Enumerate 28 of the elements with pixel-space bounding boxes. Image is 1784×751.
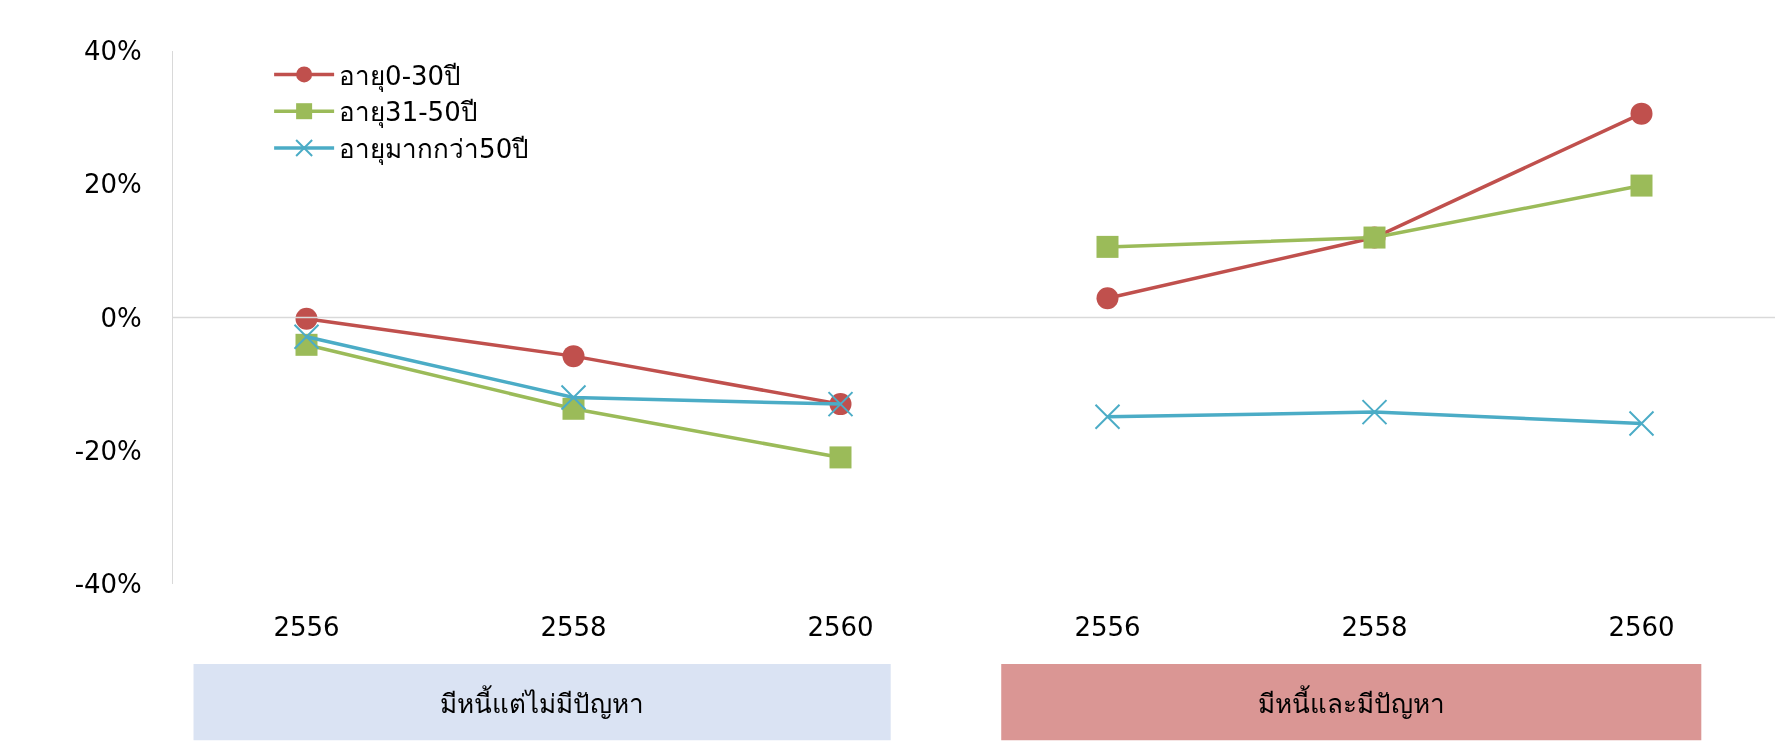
point [1628, 410, 1655, 437]
point [1361, 399, 1388, 426]
y-tick-label: 20% [84, 169, 142, 200]
x-tick-label: 2560 [1608, 612, 1675, 642]
text: มีหนี้และมีปัญหา [1258, 685, 1445, 719]
y-tick-label: 40% [84, 36, 142, 67]
legend-label: อายุ0-30ปี [339, 60, 462, 92]
point [1096, 235, 1119, 258]
point [1096, 287, 1119, 310]
point [1094, 403, 1121, 430]
point [560, 384, 587, 411]
y-tick-label: -40% [74, 569, 142, 600]
legend-label: อายุมากกว่า50ปี [339, 134, 530, 166]
point [1630, 102, 1653, 125]
y-tick-label: 0% [100, 302, 142, 333]
legend-label: อายุ31-50ปี [339, 97, 478, 129]
point [1630, 174, 1653, 197]
y-tick-label: -20% [74, 435, 142, 466]
point [562, 345, 585, 368]
point [293, 323, 320, 350]
point [829, 446, 852, 469]
x-tick-label: 2560 [807, 612, 874, 642]
text: มีหนี้แต่ไม่มีปัญหา [440, 685, 644, 719]
x-tick-label: 2556 [1074, 612, 1141, 642]
point [295, 307, 318, 330]
x-tick-label: 2558 [540, 612, 607, 642]
x-tick-label: 2558 [1341, 612, 1408, 642]
x-tick-label: 2556 [273, 612, 340, 642]
